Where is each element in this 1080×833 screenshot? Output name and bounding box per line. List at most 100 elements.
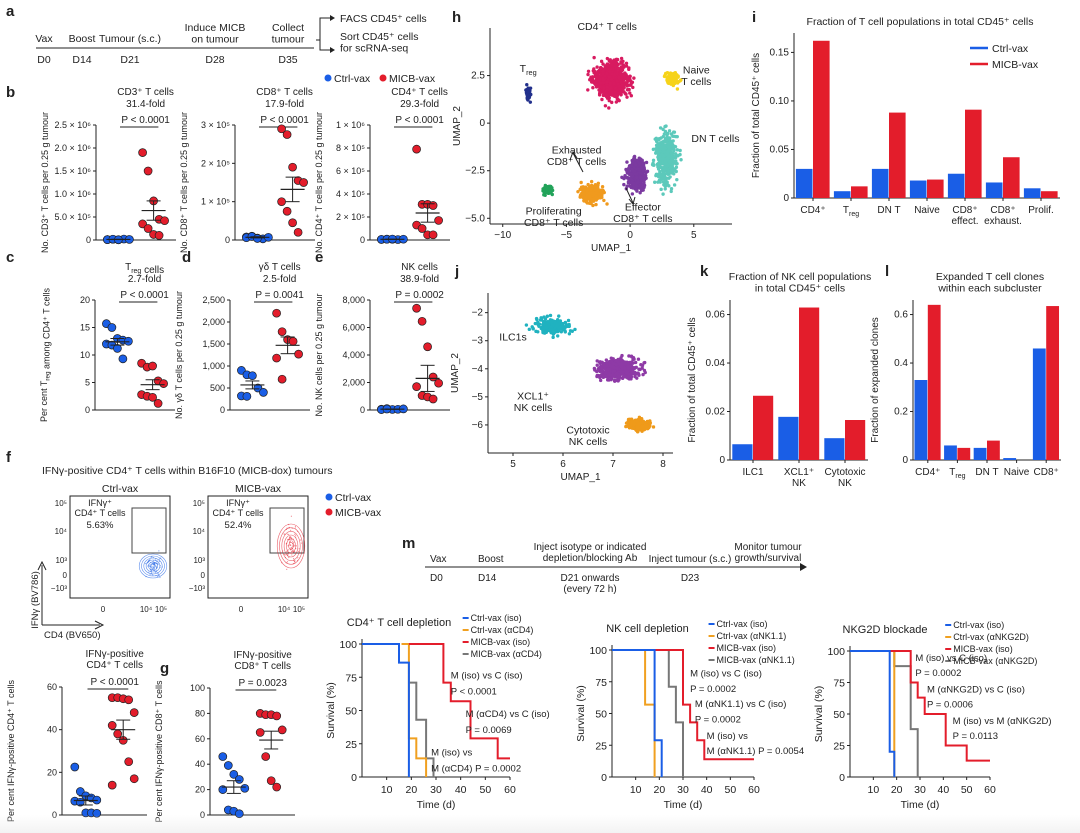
ctrl-data-point <box>242 392 252 401</box>
cell-point <box>614 358 618 363</box>
y-tick-label: 0.04 <box>706 358 726 369</box>
micb-data-point <box>423 342 432 352</box>
event-dot <box>155 575 157 577</box>
cell-point <box>660 157 665 162</box>
ctrl-data-point <box>259 388 268 397</box>
cell-point <box>615 71 619 76</box>
cell-point <box>576 189 580 194</box>
cell-point <box>563 320 568 325</box>
cell-point <box>592 366 597 371</box>
cell-point <box>642 183 647 188</box>
event-dot <box>155 565 157 567</box>
event-dot <box>153 569 156 572</box>
cell-point <box>616 379 620 383</box>
y-tick-label: 0 <box>63 571 68 580</box>
y-tick-label: 0 <box>839 772 845 784</box>
survival-m2: 0 25 50 75 100 10 20 30 40 50 60 Time (d) Survival (… <box>575 619 804 811</box>
y-tick-label: −6 <box>472 420 484 431</box>
y-tick-label: 25 <box>595 740 607 752</box>
cell-point <box>627 66 631 70</box>
event-dot <box>156 562 158 564</box>
cell-point <box>597 93 602 97</box>
x-tick-label: 7 <box>610 459 616 470</box>
event-dot <box>293 559 295 562</box>
cell-point <box>651 158 656 163</box>
cell-point <box>634 172 639 176</box>
cell-point <box>589 179 594 184</box>
cell-point <box>605 88 610 92</box>
dotplot-b3: 0 2 × 10⁵ 4 × 10⁵ 6 × 10⁵ 8 × 10⁵ 1 × 10⁶ No. … <box>314 87 450 253</box>
cell-point <box>674 169 678 174</box>
cell-point <box>618 89 622 94</box>
x-tick-label: 30 <box>677 784 689 796</box>
cell-point <box>582 190 586 195</box>
cell-point <box>612 94 616 98</box>
cell-point <box>586 88 590 92</box>
x-tick-label: 0 <box>627 230 633 241</box>
y-tick-label: 25 <box>833 741 845 753</box>
event-dot <box>150 557 152 559</box>
ctrl-bar <box>795 168 813 198</box>
x-tick-label: 40 <box>455 784 467 796</box>
cell-point <box>665 151 670 155</box>
event-dot <box>291 537 293 539</box>
cell-point <box>591 69 595 73</box>
panel-label-c: c <box>6 249 14 266</box>
cell-point <box>641 188 645 192</box>
event-dot <box>158 550 160 552</box>
y-tick-label: 0 <box>86 235 91 245</box>
legend-label: Ctrl-vax (αNKG2D) <box>953 632 1029 642</box>
y-tick-label: 4,000 <box>342 350 365 360</box>
dotplot-e: 0 2,000 4,000 6,000 8,000 No. NK cells per 0.… <box>314 262 450 417</box>
cell-point <box>663 129 668 134</box>
x-tick-label: 5 <box>510 459 516 470</box>
cell-point <box>633 360 638 365</box>
x-tick-label: DN T <box>877 205 900 216</box>
timeline-day: D23 <box>681 573 700 584</box>
cell-point <box>542 323 547 327</box>
cell-point <box>541 330 545 335</box>
y-axis-label: Fraction of total CD45⁺ cells <box>751 53 762 178</box>
cell-point <box>629 177 633 181</box>
x-arrow-icon <box>42 620 105 630</box>
chart-title: IFNγ-positive <box>86 649 145 660</box>
barchart-l: 0 0.2 0.4 0.6 Fraction of expanded clones CD4… <box>870 271 1061 480</box>
event-dot <box>294 527 296 529</box>
micb-data-point <box>129 708 139 717</box>
x-tick-label: Treg <box>843 205 859 218</box>
legend-label: MICB-vax <box>992 59 1039 71</box>
y-tick-label: −10³ <box>189 584 206 593</box>
cell-point <box>615 61 619 65</box>
cell-point <box>628 184 632 188</box>
cell-point <box>582 199 586 203</box>
cell-point <box>597 360 602 364</box>
event-dot <box>286 568 288 571</box>
y-tick-label: −5 <box>472 392 484 403</box>
cell-point <box>589 75 593 79</box>
stat-annotation: M (iso) vs C (iso) <box>915 653 987 664</box>
micb-data-point <box>159 379 168 388</box>
ctrl-bar <box>732 444 753 460</box>
y-tick-label: 50 <box>595 709 607 721</box>
plot-frame <box>69 495 171 599</box>
event-dot <box>151 565 153 568</box>
cell-point <box>592 55 596 60</box>
x-tick-label: 20 <box>405 784 417 796</box>
panel-label-e: e <box>315 249 323 266</box>
cell-point <box>599 373 604 377</box>
x-tick-label: Naive <box>914 205 940 216</box>
dotplot-g1: 0204060Per cent IFNγ-positive CD4⁺ T cel… <box>6 649 147 822</box>
x-tick-label: 20 <box>653 784 665 796</box>
y-tick-label: 10 <box>80 350 90 360</box>
x-tick-label: ILC1 <box>742 467 764 478</box>
cell-point <box>526 89 530 94</box>
ctrl-bar <box>914 380 928 460</box>
y-axis-label: UMAP_2 <box>450 353 461 393</box>
cell-point <box>601 78 606 82</box>
legend-label: Ctrl-vax (iso) <box>953 620 1004 630</box>
chart-title: Fraction of T cell populations in total … <box>807 16 1034 28</box>
cell-point <box>640 363 645 368</box>
cell-point <box>591 197 596 201</box>
y-tick-label: 0 <box>225 235 230 245</box>
cell-point <box>596 367 601 371</box>
